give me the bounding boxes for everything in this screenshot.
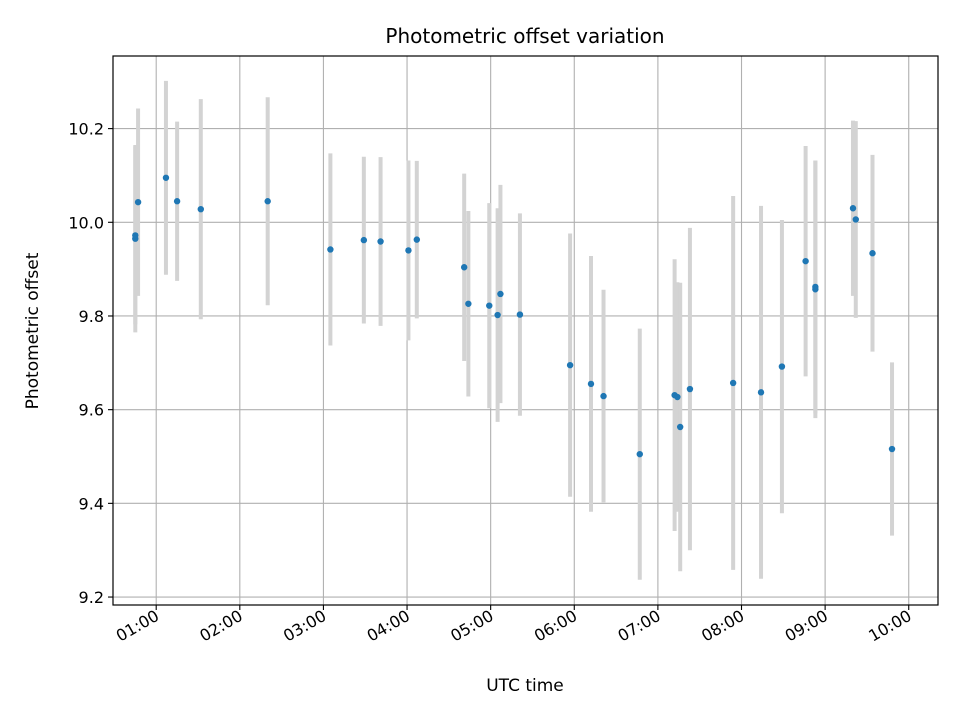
data-point — [377, 238, 384, 245]
data-point — [600, 392, 607, 400]
plot-frame — [112, 55, 939, 606]
data-point — [134, 198, 142, 206]
data-point — [173, 198, 181, 205]
data-point — [465, 300, 472, 307]
data-point — [264, 198, 271, 205]
data-points — [132, 174, 896, 458]
data-point — [197, 205, 204, 213]
y-tick-label: 9.8 — [79, 307, 104, 326]
data-point — [852, 216, 859, 223]
data-point — [674, 393, 681, 401]
data-point — [802, 257, 809, 265]
data-point — [778, 363, 786, 370]
data-point — [676, 423, 684, 431]
data-point — [494, 311, 501, 319]
data-point — [327, 246, 334, 253]
chart-title: Photometric offset variation — [385, 24, 664, 48]
data-point — [757, 389, 765, 396]
data-point — [413, 236, 421, 243]
data-point — [460, 264, 468, 271]
data-point — [132, 232, 139, 239]
y-axis-title: Photometric offset — [23, 252, 43, 409]
grid — [113, 56, 938, 605]
data-point — [849, 205, 857, 212]
data-point — [812, 283, 819, 291]
data-point — [686, 385, 694, 393]
y-tick-label: 9.6 — [79, 401, 104, 420]
data-point — [888, 445, 896, 453]
data-point — [516, 311, 524, 318]
y-tick-label: 9.4 — [79, 494, 104, 513]
x-axis-title: UTC time — [486, 676, 564, 696]
data-point — [405, 247, 412, 254]
data-point — [497, 290, 504, 298]
y-tick-label: 10.0 — [68, 213, 104, 232]
y-tick-label: 10.2 — [68, 120, 104, 139]
data-point — [360, 236, 368, 244]
y-tick-label: 9.2 — [79, 588, 104, 607]
data-point — [162, 174, 170, 181]
data-point — [729, 379, 737, 387]
data-point — [636, 450, 643, 458]
data-point — [566, 361, 574, 369]
data-point — [587, 380, 595, 388]
data-point — [869, 250, 876, 257]
data-point — [486, 302, 493, 309]
